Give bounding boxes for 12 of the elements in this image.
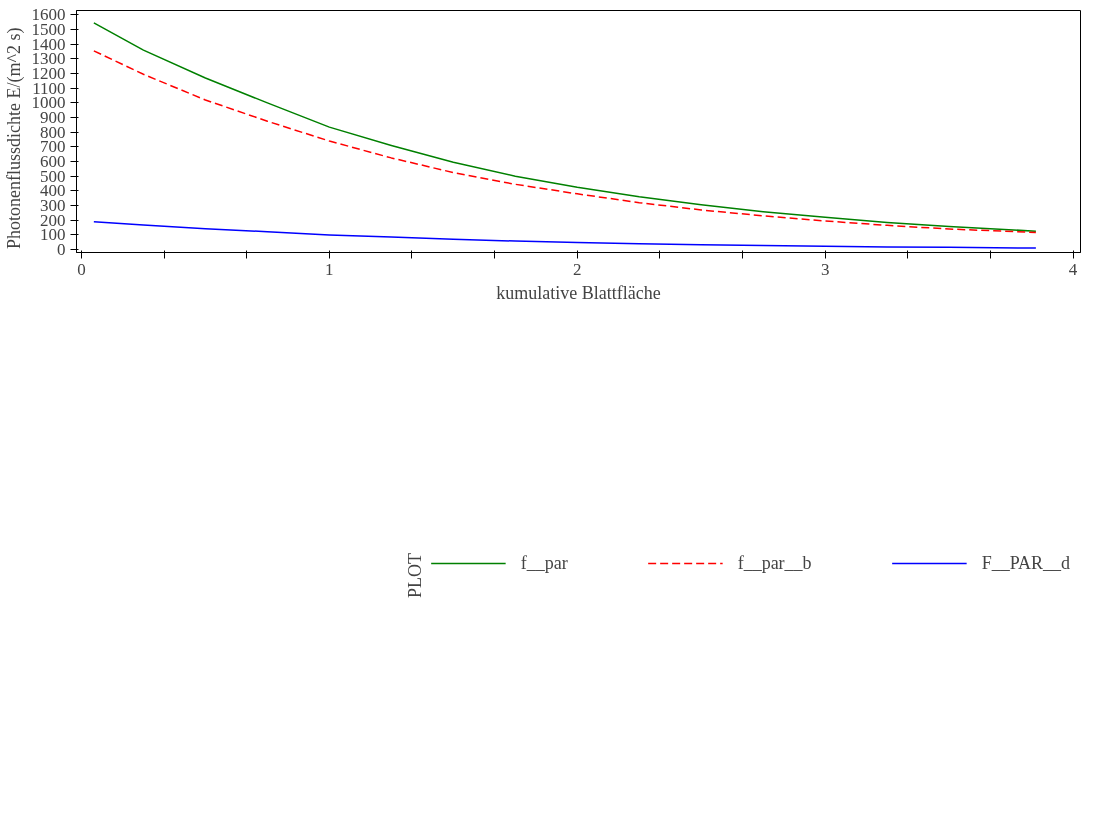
x-tick-label: 0 bbox=[77, 259, 86, 279]
x-axis-title: kumulative Blattfläche bbox=[496, 282, 661, 303]
legend-label: F__PAR__d bbox=[981, 552, 1070, 574]
x-tick-label: 1 bbox=[325, 259, 334, 279]
legend-label: f__par__b bbox=[737, 552, 812, 574]
line-series bbox=[93, 220, 1037, 249]
legend-title: PLOT bbox=[404, 552, 426, 598]
x-tick-label: 4 bbox=[1068, 259, 1078, 279]
y-axis-title: Photonenflussdichte E/(m^2 s) bbox=[3, 27, 25, 249]
x-tick-label: 3 bbox=[820, 259, 830, 279]
legend-label: f__par bbox=[520, 552, 568, 574]
x-tick-label: 2 bbox=[573, 259, 582, 279]
